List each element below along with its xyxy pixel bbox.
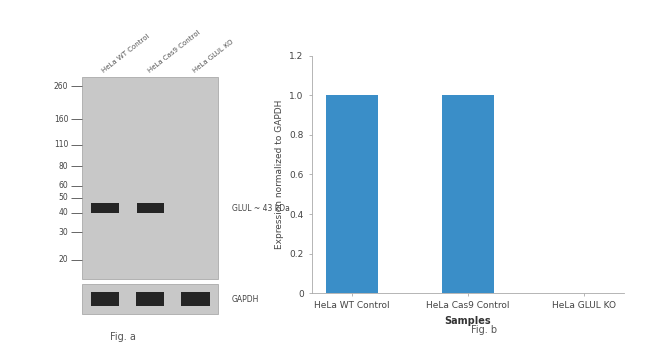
Text: HeLa GLUL KO: HeLa GLUL KO	[192, 38, 234, 73]
Bar	[136, 203, 164, 213]
Text: 20: 20	[58, 255, 68, 264]
Bar	[181, 292, 209, 306]
Text: 50: 50	[58, 193, 68, 202]
Text: HeLa Cas9 Control: HeLa Cas9 Control	[146, 29, 201, 73]
Text: 110: 110	[54, 140, 68, 149]
X-axis label: Samples: Samples	[445, 316, 491, 326]
Bar	[326, 95, 378, 293]
Text: Fig. b: Fig. b	[471, 325, 497, 335]
Bar	[82, 284, 218, 314]
Bar	[82, 77, 218, 279]
Text: 40: 40	[58, 208, 68, 217]
Text: 260: 260	[54, 82, 68, 91]
Text: GLUL ~ 43 kDa: GLUL ~ 43 kDa	[232, 203, 290, 213]
Text: HeLa WT Control: HeLa WT Control	[101, 32, 151, 73]
Text: 80: 80	[58, 162, 68, 171]
Y-axis label: Expression normalized to GAPDH: Expression normalized to GAPDH	[275, 100, 284, 249]
Text: GAPDH: GAPDH	[232, 295, 259, 304]
Text: 160: 160	[54, 115, 68, 124]
Bar	[91, 292, 120, 306]
Bar	[92, 203, 119, 213]
Bar	[136, 292, 164, 306]
Text: Fig. a: Fig. a	[110, 332, 136, 342]
Text: 60: 60	[58, 181, 68, 190]
Bar	[442, 95, 494, 293]
Text: 30: 30	[58, 228, 68, 237]
